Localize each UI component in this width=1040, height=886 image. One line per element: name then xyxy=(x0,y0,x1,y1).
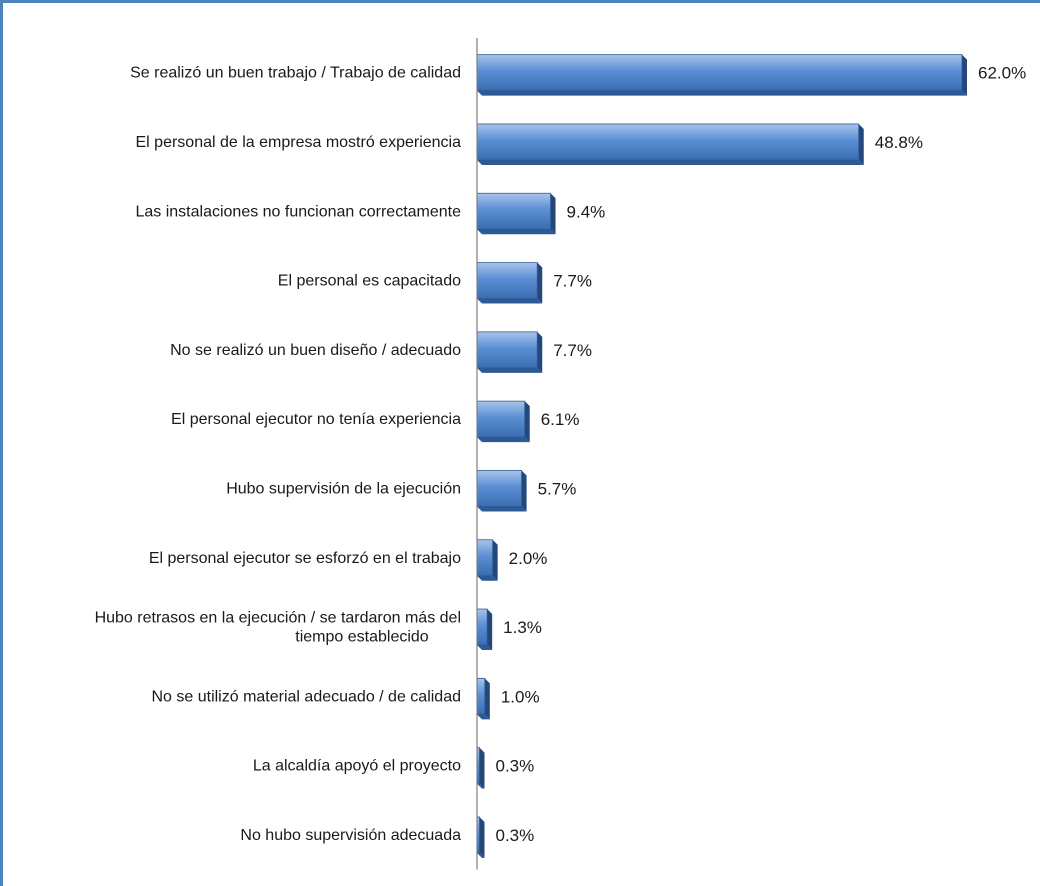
bar-value-label: 0.3% xyxy=(496,826,535,845)
category-label: El personal es capacitado xyxy=(278,273,461,290)
bar xyxy=(476,262,538,299)
bar-value-label: 9.4% xyxy=(567,202,606,221)
bar-side-shade xyxy=(492,539,498,581)
bar-group: 7.7% No se realizó un buen diseño / adecu… xyxy=(170,331,592,373)
bar-side-shade xyxy=(858,123,864,165)
bar xyxy=(476,677,486,715)
bar-group: 0.3% No hubo supervisión adecuada xyxy=(240,816,535,858)
bar-bottom-shade xyxy=(477,783,485,789)
bar-value-label: 1.3% xyxy=(503,618,542,637)
category-label: No se utilizó material adecuado / de cal… xyxy=(151,688,461,705)
bar-bottom-shade xyxy=(477,506,527,512)
bar-side-shade xyxy=(537,262,543,304)
category-label: El personal ejecutor se esforzó en el tr… xyxy=(149,550,461,567)
bar-bottom-shade xyxy=(477,90,967,96)
bar-bottom-shade xyxy=(477,714,490,720)
category-label: La alcaldía apoyó el proyecto xyxy=(253,758,461,775)
bar-side-shade xyxy=(524,401,530,443)
bar xyxy=(476,54,963,92)
category-label: Hubo retrasos en la ejecución / se tarda… xyxy=(95,610,461,627)
bar-bottom-shade xyxy=(477,298,543,304)
bar-group: 62.0% Se realizó un buen trabajo / Trabaj… xyxy=(130,54,1026,96)
bar-group: 48.8% El personal de la empresa mostró ex… xyxy=(136,123,923,165)
bar-bottom-shade xyxy=(477,575,498,581)
category-label: Hubo supervisión de la ejecución xyxy=(226,480,461,497)
bars-layer: 62.0% Se realizó un buen trabajo / Trabaj… xyxy=(95,54,1026,858)
bar-bottom-shade xyxy=(477,852,485,858)
bar-group: 1.3% Hubo retrasos en la ejecución / se t… xyxy=(95,608,542,651)
bar xyxy=(476,123,860,161)
category-label: Se realizó un buen trabajo / Trabajo de … xyxy=(130,65,461,82)
bar xyxy=(476,192,551,230)
bar-bottom-shade xyxy=(477,437,530,443)
bar-group: 7.7% El personal es capacitado xyxy=(278,262,592,304)
category-label: Las instalaciones no funcionan correctam… xyxy=(135,203,461,220)
bar-group: 0.3% La alcaldía apoyó el proyecto xyxy=(253,747,535,789)
bar-side-shade xyxy=(479,747,485,789)
bar xyxy=(476,470,522,507)
bar-value-label: 7.7% xyxy=(553,272,592,291)
bar xyxy=(476,400,526,438)
bar-group: 5.7% Hubo supervisión de la ejecución xyxy=(226,470,577,512)
bar-bottom-shade xyxy=(477,229,556,235)
bar-bottom-shade xyxy=(477,645,493,651)
bar-group: 1.0% No se utilizó material adecuado / de… xyxy=(151,677,540,720)
bar-group: 2.0% El personal ejecutor se esforzó en e… xyxy=(149,539,548,581)
bar-value-label: 6.1% xyxy=(541,410,580,429)
bar-group: 9.4% Las instalaciones no funcionan corre… xyxy=(135,192,606,235)
category-label: No hubo supervisión adecuada xyxy=(240,827,461,844)
bar xyxy=(476,608,488,646)
bar-side-shade xyxy=(521,470,527,512)
bar-value-label: 2.0% xyxy=(509,549,548,568)
bar-value-label: 7.7% xyxy=(553,341,592,360)
bar-side-shade xyxy=(479,816,485,858)
bar-value-label: 5.7% xyxy=(538,479,577,498)
bar-value-label: 48.8% xyxy=(875,133,923,152)
bar xyxy=(476,539,494,577)
category-label: tiempo establecido xyxy=(295,629,429,646)
bar-value-label: 1.0% xyxy=(501,687,540,706)
category-label: No se realizó un buen diseño / adecuado xyxy=(170,342,461,359)
bar-bottom-shade xyxy=(477,367,543,373)
bar-side-shade xyxy=(484,678,490,720)
category-label: El personal ejecutor no tenía experienci… xyxy=(171,411,461,428)
bar-side-shade xyxy=(962,54,967,96)
bar-side-shade xyxy=(550,193,556,235)
bar-value-label: 0.3% xyxy=(496,757,535,776)
bar-side-shade xyxy=(537,331,543,373)
bar-bottom-shade xyxy=(477,159,864,165)
bar xyxy=(476,331,538,369)
category-label: El personal de la empresa mostró experie… xyxy=(136,134,462,151)
bar-value-label: 62.0% xyxy=(978,64,1026,83)
bar-group: 6.1% El personal ejecutor no tenía experi… xyxy=(171,400,580,443)
bar-side-shade xyxy=(487,609,493,651)
